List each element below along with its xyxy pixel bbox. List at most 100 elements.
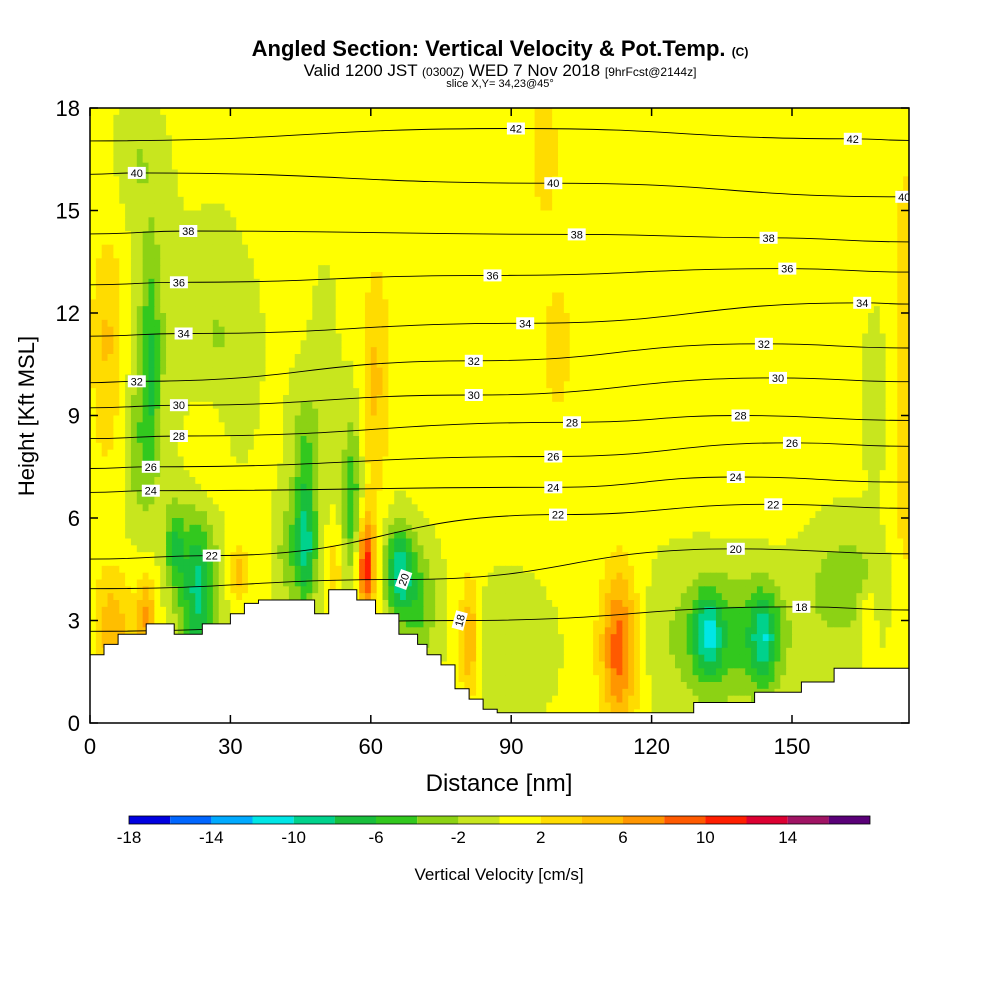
velocity-cell <box>856 121 863 130</box>
velocity-cell <box>441 135 448 143</box>
velocity-cell <box>212 196 220 205</box>
velocity-cell <box>470 340 477 348</box>
velocity-cell <box>300 244 308 253</box>
velocity-cell <box>692 272 699 280</box>
velocity-cell <box>739 231 746 239</box>
velocity-cell <box>341 313 348 321</box>
velocity-cell <box>195 121 202 130</box>
velocity-cell <box>669 108 676 116</box>
velocity-cell <box>136 155 144 164</box>
velocity-cell <box>359 114 366 123</box>
velocity-cell <box>90 149 97 157</box>
velocity-cell <box>821 121 828 130</box>
velocity-cell <box>148 108 155 116</box>
velocity-cell <box>832 183 840 191</box>
velocity-cell <box>575 306 582 314</box>
velocity-cell <box>288 231 296 239</box>
velocity-cell <box>493 183 501 191</box>
velocity-cell <box>458 142 465 150</box>
velocity-cell <box>651 319 659 328</box>
velocity-cell <box>283 210 290 218</box>
velocity-cell <box>587 190 594 198</box>
velocity-cell <box>844 285 852 294</box>
velocity-cell <box>253 224 261 232</box>
velocity-cell <box>382 121 389 130</box>
velocity-cell <box>762 155 770 164</box>
velocity-cell <box>288 278 296 287</box>
velocity-cell <box>119 183 126 191</box>
velocity-cell <box>493 121 501 130</box>
velocity-cell <box>768 326 776 335</box>
velocity-cell <box>745 285 752 294</box>
velocity-cell <box>733 306 740 314</box>
velocity-cell <box>540 190 547 198</box>
velocity-cell <box>710 196 717 205</box>
velocity-cell <box>639 237 647 246</box>
velocity-cell <box>546 313 553 321</box>
velocity-cell <box>598 224 606 232</box>
velocity-cell <box>119 340 126 348</box>
velocity-cell <box>277 217 284 225</box>
velocity-cell <box>710 333 717 341</box>
velocity-cell <box>639 135 647 143</box>
velocity-cell <box>809 340 816 348</box>
velocity-cell <box>698 217 705 225</box>
velocity-cell <box>242 292 249 300</box>
velocity-cell <box>692 285 699 294</box>
velocity-cell <box>388 299 395 307</box>
velocity-cell <box>751 142 758 150</box>
velocity-cell <box>774 108 781 116</box>
velocity-cell <box>809 162 816 171</box>
velocity-cell <box>271 176 278 184</box>
velocity-cell <box>400 176 407 184</box>
velocity-cell <box>125 114 132 123</box>
velocity-cell <box>183 340 191 348</box>
velocity-cell <box>101 149 109 157</box>
velocity-cell <box>95 142 103 150</box>
velocity-cell <box>183 313 191 321</box>
velocity-cell <box>692 121 699 130</box>
velocity-cell <box>727 142 735 150</box>
velocity-cell <box>751 306 758 314</box>
velocity-cell <box>417 128 425 136</box>
velocity-cell <box>242 142 249 150</box>
velocity-cell <box>441 121 448 130</box>
velocity-cell <box>218 272 226 280</box>
velocity-cell <box>680 121 688 130</box>
velocity-cell <box>604 333 612 341</box>
velocity-cell <box>598 183 606 191</box>
velocity-cell <box>838 162 846 171</box>
velocity-cell <box>868 196 875 205</box>
velocity-cell <box>364 313 372 321</box>
velocity-cell <box>821 319 828 328</box>
velocity-cell <box>271 142 278 150</box>
velocity-cell <box>283 114 290 123</box>
velocity-cell <box>645 162 653 171</box>
velocity-cell <box>610 258 618 266</box>
velocity-cell <box>183 306 191 314</box>
velocity-cell <box>803 251 811 259</box>
velocity-cell <box>341 224 348 232</box>
velocity-cell <box>119 347 126 355</box>
velocity-cell <box>353 135 360 143</box>
velocity-cell <box>265 210 272 218</box>
velocity-cell <box>183 190 191 198</box>
velocity-cell <box>792 135 799 143</box>
velocity-cell <box>195 224 202 232</box>
velocity-cell <box>675 231 682 239</box>
velocity-cell <box>756 108 764 116</box>
velocity-cell <box>517 285 524 294</box>
velocity-cell <box>821 108 828 116</box>
velocity-cell <box>844 169 852 177</box>
velocity-cell <box>125 258 132 266</box>
velocity-cell <box>101 292 109 300</box>
velocity-cell <box>207 326 214 335</box>
velocity-cell <box>739 251 746 259</box>
velocity-cell <box>212 333 220 341</box>
velocity-cell <box>201 251 208 259</box>
velocity-cell <box>903 306 909 314</box>
velocity-cell <box>645 128 653 136</box>
velocity-cell <box>405 108 413 116</box>
velocity-cell <box>850 285 857 294</box>
velocity-cell <box>581 135 588 143</box>
